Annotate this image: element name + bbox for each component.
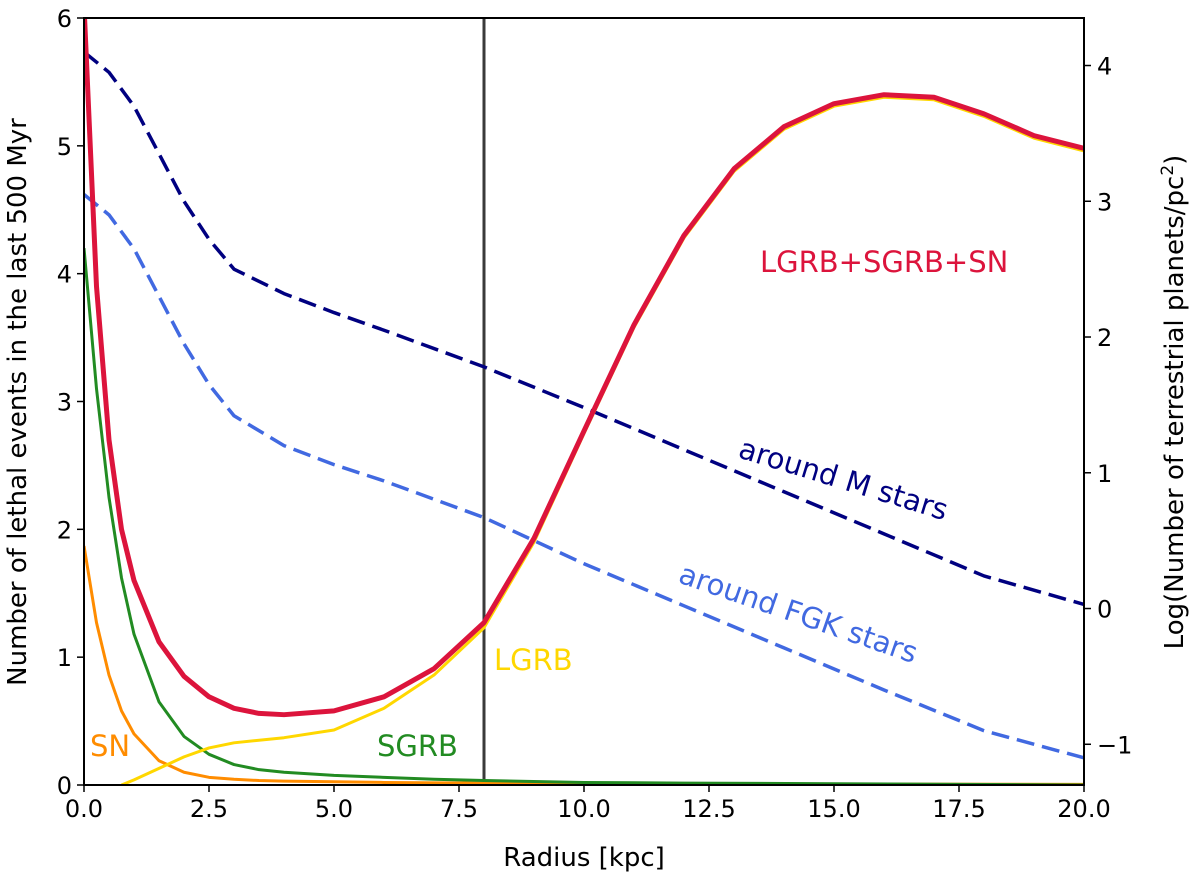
annotation-fgk-stars: around FGK stars (675, 556, 922, 669)
x-tick-label: 15.0 (807, 795, 860, 823)
series-line-around-fgk-stars (84, 193, 1084, 760)
y-right-tick-label: 0 (1097, 596, 1112, 624)
y-left-axis-ticks: 0 1 2 3 4 5 6 (57, 5, 84, 800)
annotation-sgrb: SGRB (377, 729, 458, 763)
y-left-tick-label: 5 (57, 133, 72, 161)
series-line-lgrb-sgrb-sn (84, 18, 1084, 718)
x-tick-label: 7.5 (440, 795, 478, 823)
y-right-tick-label: 1 (1097, 460, 1112, 488)
y-left-tick-label: 1 (57, 644, 72, 672)
y-right-axis-label: Log(Number of terrestrial planets/pc2) (1158, 155, 1190, 650)
y-left-axis-label: Number of lethal events in the last 500 … (3, 118, 33, 686)
x-tick-label: 20.0 (1057, 795, 1110, 823)
annotation-lgrb: LGRB (494, 643, 573, 677)
series-line-around-m-stars (84, 50, 1084, 607)
y-right-tick-label: 3 (1097, 188, 1112, 216)
x-tick-label: 2.5 (190, 795, 228, 823)
annotation-total: LGRB+SGRB+SN (760, 245, 1008, 279)
y-left-tick-label: 3 (57, 389, 72, 417)
y-right-tick-label: 2 (1097, 324, 1112, 352)
x-tick-label: 5.0 (315, 795, 353, 823)
annotation-m-stars: around M stars (735, 431, 952, 527)
series-line-sgrb (84, 247, 1084, 785)
y-right-axis-label-close: ) (1160, 155, 1190, 165)
y-right-axis-label-main: Log(Number of terrestrial planets/pc (1160, 176, 1190, 650)
y-left-tick-label: 0 (57, 772, 72, 800)
y-left-tick-label: 4 (57, 261, 72, 289)
y-left-tick-label: 6 (57, 5, 72, 33)
annotation-sn: SN (90, 729, 130, 763)
x-tick-label: 17.5 (932, 795, 985, 823)
y-right-axis-ticks: −1 0 1 2 3 4 (1084, 53, 1132, 759)
x-axis-label: Radius [kpc] (503, 843, 665, 873)
y-right-tick-label: 4 (1097, 53, 1112, 81)
plot-frame (83, 17, 1085, 786)
x-tick-label: 10.0 (557, 795, 610, 823)
x-axis-ticks: 0.0 2.5 5.0 7.5 10.0 12.5 15.0 17.5 20.0 (65, 785, 1111, 823)
series-line-lgrb (120, 95, 1084, 785)
y-left-tick-label: 2 (57, 516, 72, 544)
x-tick-label: 0.0 (65, 795, 103, 823)
series-line-sn (84, 545, 1084, 785)
y-right-tick-label: −1 (1097, 731, 1132, 759)
plot-area (84, 18, 1084, 785)
y-right-axis-label-superscript: 2 (1158, 165, 1178, 176)
x-tick-label: 12.5 (682, 795, 735, 823)
